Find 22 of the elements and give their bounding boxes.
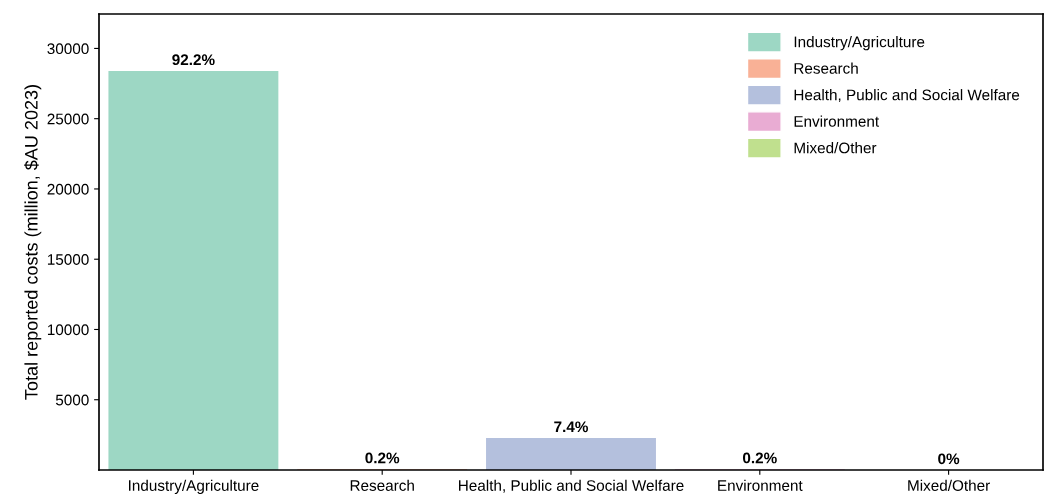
legend-label: Research — [794, 62, 858, 74]
annotation: 0% — [938, 453, 960, 465]
y-tick-label: 30000 — [47, 43, 89, 55]
legend-label: Mixed/Other — [794, 142, 877, 154]
y-tick-label: 5000 — [55, 394, 89, 406]
x-tick-label: Health, Public and Social Welfare — [459, 479, 684, 493]
annotation: 7.4% — [554, 421, 589, 433]
y-tick-label: 25000 — [47, 113, 89, 125]
annotation: 92.2% — [172, 54, 215, 66]
x-tick-label: Industry/Agriculture — [129, 479, 259, 494]
legend-label: Health, Public and Social Welfare — [794, 89, 1020, 103]
legend-label: Industry/Agriculture — [794, 36, 925, 51]
y-axis-title: Total reported costs (million, $AU 2023) — [24, 85, 42, 400]
y-tick-label: 20000 — [47, 183, 89, 195]
x-tick-label: Mixed/Other — [908, 479, 990, 491]
annotation: 0.2% — [365, 452, 400, 464]
x-tick-label: Environment — [718, 479, 803, 491]
annotation: 0.2% — [742, 452, 777, 464]
x-tick-label: Research — [350, 479, 414, 491]
legend-label: Environment — [794, 115, 880, 127]
y-tick-label: 10000 — [47, 324, 89, 336]
y-tick-label: 15000 — [47, 254, 89, 265]
